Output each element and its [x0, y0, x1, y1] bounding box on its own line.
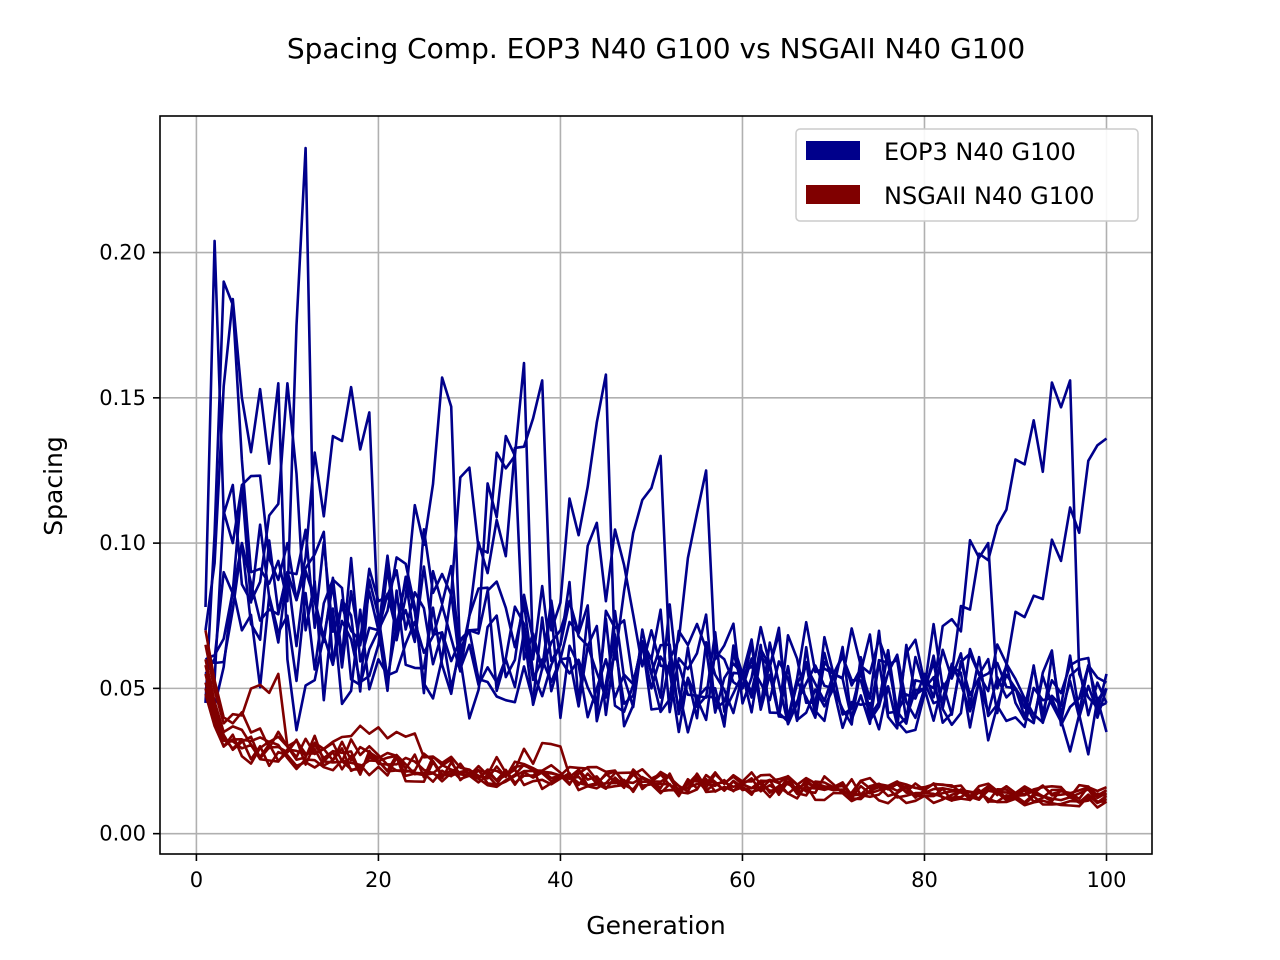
x-tick-label: 60	[729, 868, 756, 892]
x-tick-label: 20	[365, 868, 392, 892]
series-line-eop3-run-8	[205, 528, 1108, 734]
y-tick-label: 0.20	[99, 241, 146, 265]
x-tick-label: 0	[190, 868, 203, 892]
series-line-nsgaii-run-3	[204, 659, 1108, 805]
series-line-eop3-run-4	[204, 373, 1108, 727]
legend-swatch-nsgaii	[806, 185, 860, 204]
y-tick-label: 0.05	[99, 676, 146, 700]
series-line-nsgaii-run-8	[204, 693, 1108, 809]
legend: EOP3 N40 G100 NSGAII N40 G100	[795, 128, 1139, 222]
x-tick-label: 80	[911, 868, 938, 892]
legend-swatch-eop3	[806, 141, 860, 160]
legend-label-eop3: EOP3 N40 G100	[884, 138, 1076, 166]
y-tick-label: 0.00	[99, 822, 146, 846]
y-tick-label: 0.15	[99, 386, 146, 410]
legend-label-nsgaii: NSGAII N40 G100	[884, 182, 1095, 210]
series-line-nsgaii-run-5	[204, 688, 1107, 808]
series-line-nsgaii-run-7	[204, 664, 1107, 804]
x-tick-label: 40	[547, 868, 574, 892]
x-tick-label: 100	[1086, 868, 1126, 892]
y-tick-label: 0.10	[99, 531, 146, 555]
legend-box	[795, 128, 1139, 222]
plot-frame	[159, 115, 1153, 855]
series-lines	[204, 146, 1108, 809]
series-line-eop3-run-5	[204, 376, 1108, 722]
x-axis-label: Generation	[586, 911, 725, 940]
axis-ticks: 0 20 40 60 80 100 0.00 0.05 0.10 0.15 0.20	[99, 241, 1126, 892]
y-axis-label: Spacing	[39, 436, 68, 535]
series-line-eop3-run-2	[204, 146, 1108, 730]
chart-title: Spacing Comp. EOP3 N40 G100 vs NSGAII N4…	[287, 32, 1025, 65]
series-line-eop3-run-7	[204, 575, 1108, 723]
